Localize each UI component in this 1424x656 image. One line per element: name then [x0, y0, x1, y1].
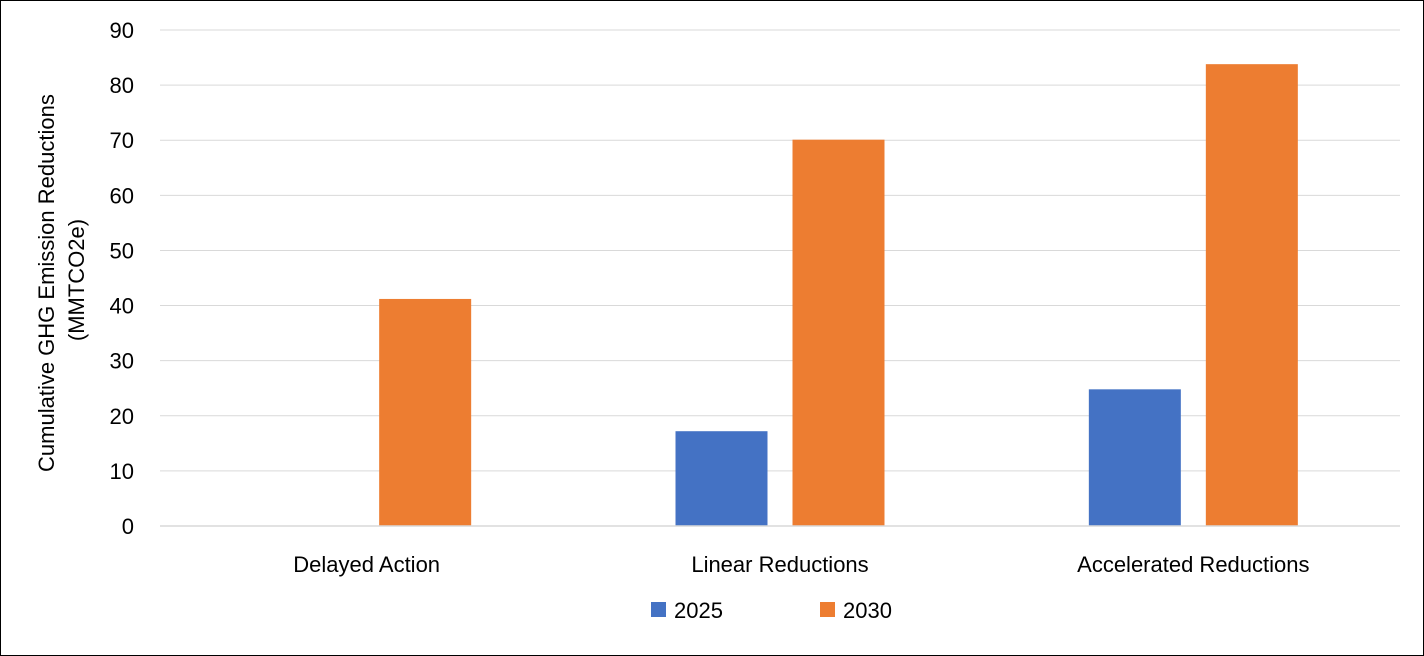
bar-2030-1: [792, 139, 885, 526]
x-tick-label: Delayed Action: [293, 552, 440, 577]
y-axis-title-line2: (MMTCO2e): [64, 219, 89, 341]
legend-swatch-2025: [651, 602, 666, 617]
x-axis-ticks: Delayed Action Linear Reductions Accelerat…: [293, 552, 1309, 577]
y-tick-label: 90: [110, 18, 134, 43]
legend-swatch-2030: [820, 602, 835, 617]
legend-label-2030: 2030: [843, 598, 892, 623]
y-tick-label: 0: [122, 514, 134, 539]
y-tick-label: 40: [110, 294, 134, 319]
y-axis-ticks: 0 10 20 30 40 50 60 70 80 90: [110, 18, 134, 539]
y-axis-title-line1: Cumulative GHG Emission Reductions: [34, 94, 59, 472]
bar-2025-2: [1088, 389, 1181, 526]
y-tick-label: 60: [110, 183, 134, 208]
x-tick-label: Accelerated Reductions: [1077, 552, 1309, 577]
y-tick-label: 20: [110, 404, 134, 429]
y-tick-label: 50: [110, 238, 134, 263]
y-tick-label: 80: [110, 73, 134, 98]
legend: 2025 2030: [651, 598, 892, 623]
y-axis-title: Cumulative GHG Emission Reductions (MMTC…: [34, 88, 89, 472]
bars: [160, 64, 1400, 527]
bar-2030-2: [1205, 64, 1298, 527]
y-tick-label: 10: [110, 459, 134, 484]
y-tick-label: 70: [110, 128, 134, 153]
y-tick-label: 30: [110, 349, 134, 374]
legend-label-2025: 2025: [674, 598, 723, 623]
bar-2025-1: [675, 431, 768, 526]
x-tick-label: Linear Reductions: [691, 552, 868, 577]
bar-2030-0: [379, 298, 472, 526]
